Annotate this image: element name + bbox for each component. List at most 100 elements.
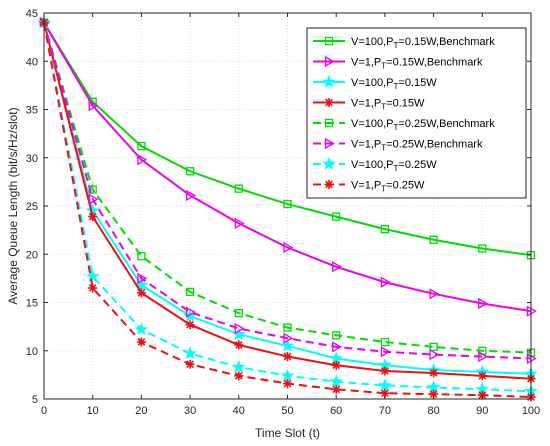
series-line: [43, 22, 532, 313]
data-point: [137, 142, 146, 151]
data-point: [329, 374, 344, 388]
data-point: [231, 327, 246, 341]
data-point: [234, 340, 244, 350]
data-point: [378, 378, 392, 392]
data-point: [88, 193, 99, 205]
data-point: [283, 379, 292, 389]
x-tick-label: 100: [522, 405, 540, 417]
legend-label: V=1,PT=0.25W: [351, 180, 425, 194]
data-point: [280, 368, 295, 382]
legend-item: V=1,PT=0.15W: [313, 98, 425, 112]
legend-label: V=100,PT=0.25W,Benchmark: [351, 118, 495, 132]
legend-label: V=100,PT=0.15W: [351, 77, 437, 91]
data-point: [283, 199, 292, 209]
legend-item: V=1,PT=0.25W: [313, 180, 425, 194]
series-4: [39, 18, 536, 384]
x-tick-label: 30: [184, 405, 196, 417]
data-point: [185, 306, 196, 318]
x-tick-label: 60: [330, 405, 342, 417]
data-point: [231, 359, 246, 373]
x-tick-label: 0: [41, 405, 47, 417]
legend-marker: [324, 98, 334, 107]
data-point: [380, 225, 390, 234]
data-point: [478, 244, 487, 253]
legend-label: V=100,PT=0.25W: [351, 159, 437, 173]
legend-item: V=100,PT=0.15W: [313, 74, 437, 91]
legend-marker: [324, 137, 335, 150]
legend-label: V=1,PT=0.15W: [351, 98, 425, 112]
y-tick-label: 45: [26, 8, 38, 20]
data-point: [134, 277, 149, 291]
data-point: [429, 235, 438, 244]
legend-marker: [322, 156, 336, 170]
data-point: [283, 332, 294, 344]
data-point: [234, 217, 245, 229]
data-point: [429, 348, 440, 361]
data-point: [136, 337, 146, 347]
data-point: [380, 366, 390, 376]
x-tick-label: 10: [87, 405, 99, 417]
data-point: [88, 100, 99, 112]
x-tick-label: 70: [379, 405, 391, 417]
data-point: [380, 346, 391, 358]
ticks: 0 10 20 30 40 50 60 70 80 90 100 5 10 15 20 25 30 35 40 45: [26, 8, 540, 417]
legend-item: V=1,PT=0.25W,Benchmark: [313, 137, 483, 153]
data-point: [429, 389, 439, 399]
y-tick-label: 25: [26, 201, 38, 213]
legend-label: V=1,PT=0.25W,Benchmark: [351, 139, 483, 153]
data-point: [331, 360, 341, 370]
x-axis-title: Time Slot (t): [255, 426, 320, 440]
data-point: [332, 331, 341, 340]
x-tick-label: 50: [281, 405, 293, 417]
data-point: [136, 288, 146, 298]
y-axis-title: Average Queue Length (bit/s/Hz/slot): [6, 107, 20, 304]
data-point: [185, 189, 196, 201]
legend-item: V=100,PT=0.15W,Benchmark: [313, 36, 495, 50]
x-tick-label: 40: [233, 405, 245, 417]
data-point: [185, 320, 195, 330]
x-tick-label: 90: [476, 405, 488, 417]
data-point: [478, 350, 489, 363]
series-line: [43, 22, 532, 360]
y-tick-label: 35: [26, 105, 38, 117]
data-point: [429, 288, 440, 300]
legend-marker: [324, 36, 334, 46]
y-tick-label: 20: [26, 249, 38, 261]
data-point: [185, 167, 195, 176]
legend-item: V=100,PT=0.25W: [313, 156, 437, 173]
data-point: [183, 346, 197, 360]
legend-box: [306, 27, 527, 199]
legend-marker: [324, 118, 334, 128]
data-point: [137, 252, 146, 261]
y-tick-label: 30: [26, 153, 38, 165]
data-point: [477, 371, 487, 381]
series-line: [43, 22, 532, 257]
data-point: [429, 342, 438, 352]
legend-item: V=1,PT=0.15W,Benchmark: [313, 55, 483, 71]
legend-label: V=100,PT=0.15W,Benchmark: [351, 36, 495, 50]
data-point: [88, 212, 98, 222]
data-point: [88, 283, 98, 293]
data-point: [478, 297, 489, 310]
data-point: [380, 276, 391, 288]
series-group: [37, 15, 538, 402]
series-line: [43, 22, 532, 354]
x-tick-label: 20: [135, 405, 147, 417]
data-point: [429, 368, 439, 378]
data-point: [234, 371, 244, 381]
data-point: [332, 261, 343, 273]
y-tick-label: 10: [26, 346, 38, 358]
legend-marker: [324, 55, 335, 68]
data-point: [234, 184, 243, 193]
data-point: [283, 241, 294, 254]
legend: V=100,PT=0.15W,Benchmark V=1,PT=0.15W,Ben…: [306, 27, 527, 199]
x-tick-label: 80: [427, 405, 439, 417]
data-point: [283, 352, 292, 362]
data-point: [185, 287, 195, 297]
data-point: [137, 272, 148, 284]
data-point: [380, 337, 390, 347]
data-point: [137, 154, 148, 166]
y-tick-label: 15: [26, 298, 38, 310]
data-point: [134, 322, 149, 336]
